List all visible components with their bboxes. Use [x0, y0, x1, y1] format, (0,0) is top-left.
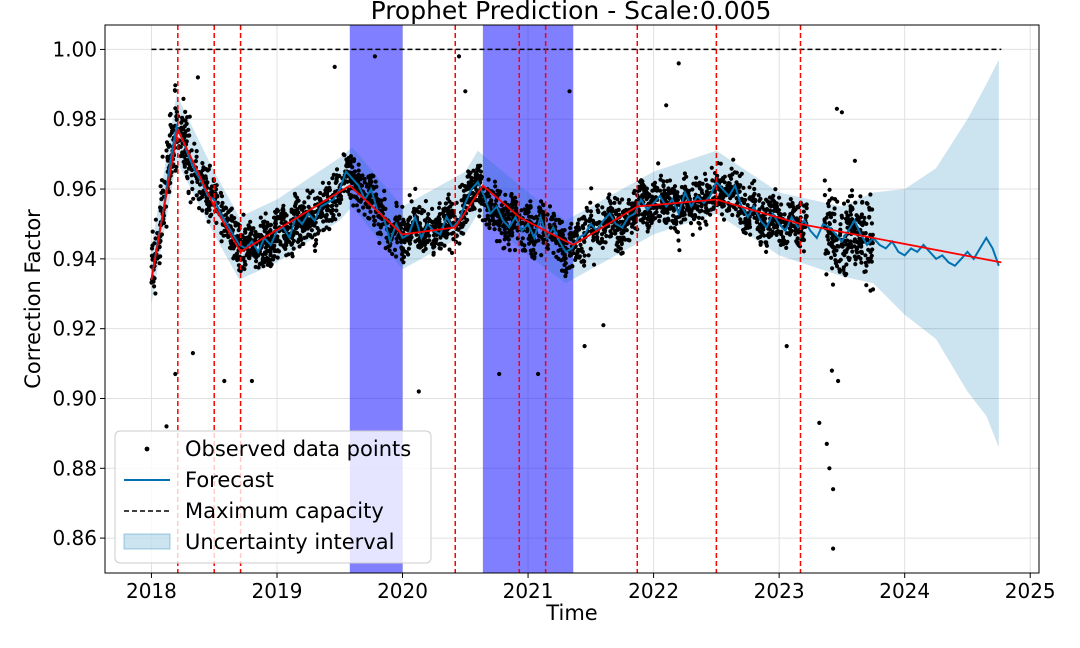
x-tick-label: 2020: [377, 579, 428, 603]
trend-line: [150, 126, 1002, 280]
plot-frame: [104, 24, 1040, 574]
y-axis-title: Correction Factor: [21, 209, 45, 389]
trend-layer: [150, 126, 1002, 280]
chart-title: Prophet Prediction - Scale:0.005: [371, 0, 772, 25]
y-tick-label: 0.92: [52, 317, 97, 341]
x-axis-title: Time: [545, 601, 597, 625]
legend-forecast-label: Forecast: [185, 468, 274, 492]
legend-uncertainty-label: Uncertainty interval: [185, 530, 394, 554]
legend-box: [114, 430, 432, 564]
y-tick-label: 0.98: [52, 107, 97, 131]
x-tick-label: 2025: [1005, 579, 1056, 603]
observed-points: [149, 54, 876, 551]
x-tick-label: 2021: [503, 579, 554, 603]
x-tick-label: 2022: [628, 579, 679, 603]
x-tick-label: 2019: [252, 579, 303, 603]
y-axis-ticks: 0.86 0.88 0.90 0.92 0.94 0.96 0.98 1.00: [52, 37, 105, 550]
y-tick-label: 0.96: [52, 177, 97, 201]
legend-capacity-label: Maximum capacity: [185, 499, 384, 523]
x-axis-ticks: 2018 2019 2020 2021 2022 2023 2024 2025: [126, 573, 1056, 603]
highlighted-periods: [349, 25, 574, 573]
x-tick-label: 2018: [126, 579, 177, 603]
y-tick-label: 0.94: [52, 247, 97, 271]
y-tick-label: 0.90: [52, 386, 97, 410]
legend-observed-marker: [144, 446, 150, 452]
x-tick-label: 2023: [754, 579, 805, 603]
legend: Observed data points Forecast Maximum ca…: [114, 430, 432, 564]
highlight-period-1: [482, 25, 574, 573]
x-tick-label: 2024: [879, 579, 930, 603]
y-tick-label: 0.88: [52, 456, 97, 480]
y-tick-label: 1.00: [52, 37, 97, 61]
observed-data-points: [149, 54, 876, 551]
legend-uncertainty-swatch: [123, 533, 171, 550]
legend-observed-label: Observed data points: [185, 437, 411, 461]
y-tick-label: 0.86: [52, 526, 97, 550]
